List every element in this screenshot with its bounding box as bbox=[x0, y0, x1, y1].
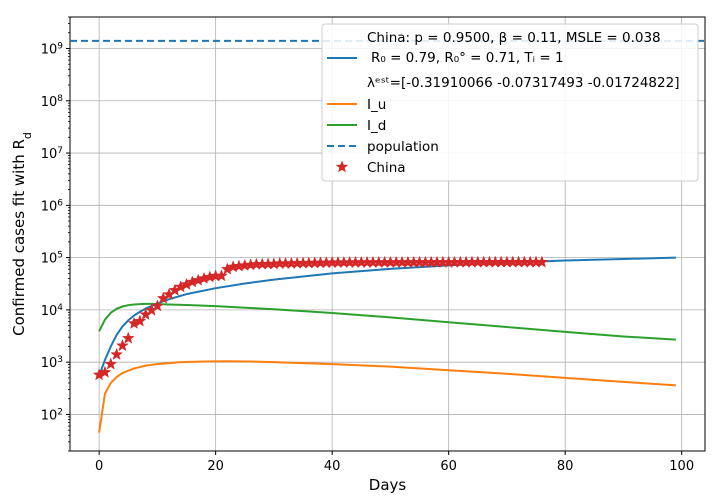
x-tick-label: 80 bbox=[557, 459, 574, 474]
legend-fit-line2: R₀ = 0.79, R₀° = 0.71, Tᵢ = 1 bbox=[371, 50, 564, 66]
china-point bbox=[150, 299, 164, 312]
legend-box bbox=[321, 23, 699, 182]
i-u-line bbox=[98, 360, 676, 433]
y-tick-label: 107 bbox=[41, 146, 63, 162]
legend-population-label: population bbox=[367, 139, 439, 155]
china-point bbox=[110, 347, 123, 360]
y-axis-title-main: Confirmed cases fit with R bbox=[10, 139, 28, 336]
legend-i-d-label: I_d bbox=[367, 118, 386, 134]
china-point bbox=[121, 331, 135, 344]
x-axis-title: Days bbox=[369, 476, 407, 494]
china-point bbox=[116, 339, 129, 352]
i-d-line bbox=[98, 302, 676, 341]
china-point bbox=[535, 255, 549, 268]
y-axis-title-sub: d bbox=[21, 132, 34, 139]
x-tick-label: 100 bbox=[669, 459, 694, 474]
y-tick-label: 104 bbox=[41, 303, 64, 319]
china-point bbox=[104, 357, 118, 370]
legend-fit-line1: China: p = 0.9500, β = 0.11, MSLE = 0.03… bbox=[367, 30, 661, 46]
y-axis-title: Confirmed cases fit with Rd bbox=[10, 132, 34, 336]
y-tick-label: 109 bbox=[41, 41, 64, 57]
x-tick-label: 20 bbox=[207, 459, 224, 474]
legend: China: p = 0.9500, β = 0.11, MSLE = 0.03… bbox=[321, 23, 699, 182]
x-tick-label: 0 bbox=[95, 459, 103, 474]
china-point bbox=[133, 314, 147, 327]
x-tick-label: 40 bbox=[324, 459, 341, 474]
y-tick-label: 108 bbox=[41, 94, 64, 110]
axis-ticks: 0 20 40 60 80 100 102 103 104 105 106 107 108 109 bbox=[41, 16, 694, 474]
plot-frame bbox=[69, 16, 706, 452]
china-points bbox=[92, 255, 549, 381]
legend-china-label: China bbox=[367, 160, 406, 176]
x-tick-label: 60 bbox=[440, 459, 457, 474]
y-tick-label: 106 bbox=[41, 198, 64, 214]
china-point bbox=[98, 365, 112, 378]
legend-i-u-label: I_u bbox=[367, 97, 386, 113]
y-tick-label: 102 bbox=[41, 407, 63, 423]
y-tick-label: 105 bbox=[41, 251, 63, 267]
y-tick-label: 103 bbox=[41, 355, 63, 371]
china-point bbox=[215, 269, 228, 282]
legend-fit-line3: λᵉˢᵗ=[-0.31910066 -0.07317493 -0.0172482… bbox=[367, 75, 679, 91]
legend-china-star-icon bbox=[335, 160, 349, 173]
